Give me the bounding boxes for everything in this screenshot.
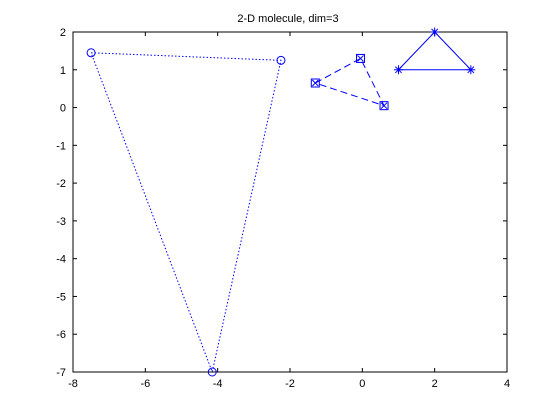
x-tick-label: 4: [504, 378, 510, 390]
plot-area: [72, 31, 508, 373]
data-point: [379, 101, 389, 111]
x-tick-label: -2: [285, 378, 295, 390]
point-marker-ray: [394, 66, 403, 74]
data-point: [394, 65, 403, 75]
y-tick-label: -6: [56, 329, 66, 341]
y-tick-label: 2: [60, 27, 66, 39]
point-marker: [379, 101, 389, 111]
y-tick-label: 1: [60, 65, 66, 77]
point-marker: [356, 53, 366, 63]
y-tick-label: -5: [56, 291, 66, 303]
data-point: [86, 48, 96, 58]
x-tick-label: 0: [359, 378, 365, 390]
point-marker-cross: [357, 55, 364, 62]
data-point: [430, 27, 440, 37]
point-marker-cross: [311, 79, 319, 87]
data-point: [276, 55, 286, 65]
y-tick-label: -7: [56, 367, 66, 379]
point-marker-ray: [431, 28, 439, 36]
x-tick-label: -8: [68, 378, 78, 390]
point-marker: [207, 367, 217, 377]
series-layer: [86, 27, 476, 377]
point-marker: [310, 78, 320, 88]
point-marker-ray: [467, 66, 475, 74]
data-point: [466, 65, 476, 75]
data-point: [207, 367, 217, 377]
x-tick-label: -4: [213, 378, 223, 390]
chart-title: 2-D molecule, dim=3: [237, 13, 338, 25]
y-tick-label: -3: [56, 216, 66, 228]
point-marker: [276, 55, 286, 65]
point-marker: [86, 48, 96, 58]
x-axis: -8 -6 -4 -2 0 2 4: [68, 32, 510, 390]
data-point: [356, 53, 366, 63]
series-line: [398, 31, 473, 71]
series-line: [315, 57, 386, 107]
x-tick-label: -6: [140, 378, 150, 390]
x-tick-label: 2: [432, 378, 438, 390]
data-point: [310, 78, 320, 88]
y-axis: 2 1 0 -1 -2 -3 -4 -5 -6 -7: [56, 27, 507, 379]
series-line: [90, 52, 282, 374]
y-tick-label: 0: [60, 103, 66, 115]
y-tick-label: -2: [56, 178, 66, 190]
y-tick-label: -1: [56, 140, 66, 152]
point-marker-cross: [380, 102, 388, 110]
y-tick-label: -4: [56, 254, 66, 266]
